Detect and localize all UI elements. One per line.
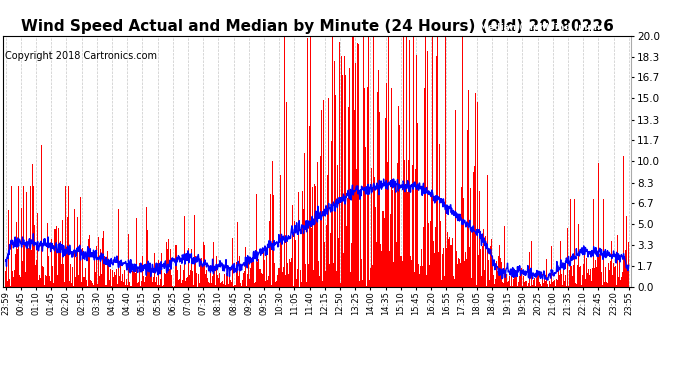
Text: Median (mph): Median (mph) [479,22,549,32]
Title: Wind Speed Actual and Median by Minute (24 Hours) (Old) 20180226: Wind Speed Actual and Median by Minute (… [21,20,614,34]
Text: Copyright 2018 Cartronics.com: Copyright 2018 Cartronics.com [5,51,157,61]
Text: Wind (mph): Wind (mph) [544,22,604,32]
